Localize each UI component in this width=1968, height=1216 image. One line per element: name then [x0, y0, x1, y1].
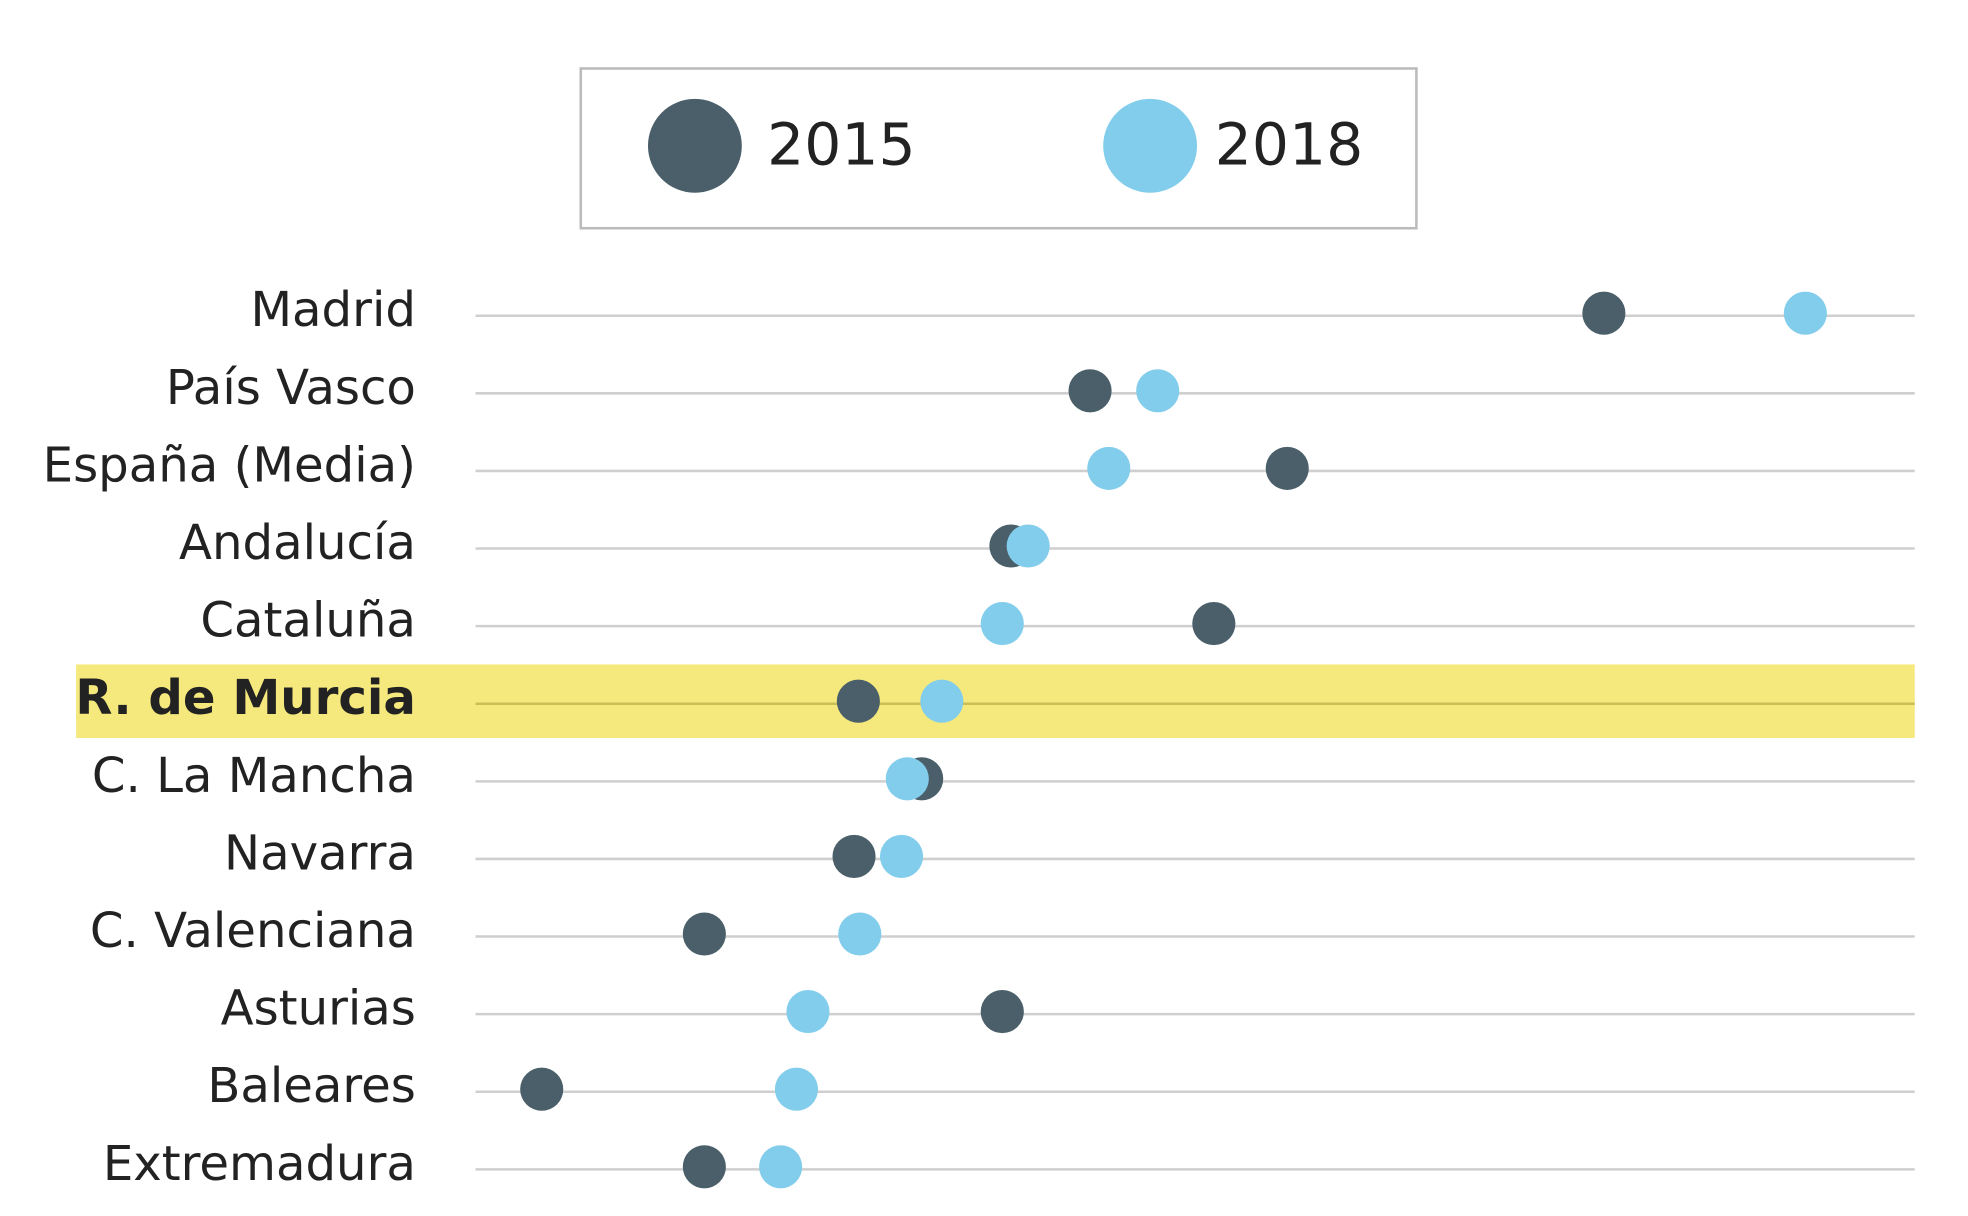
legend-marker: [647, 98, 742, 193]
legend-label: 2015: [767, 110, 915, 178]
dot: [838, 912, 882, 956]
dot: [1068, 369, 1112, 413]
dot: [759, 1145, 803, 1189]
category-label: Galicia: [253, 1213, 416, 1216]
dot: [786, 990, 830, 1034]
dot: [1192, 602, 1236, 646]
category-label: Baleares: [207, 1058, 416, 1114]
category-label: País Vasco: [166, 360, 416, 416]
category-label: Extremadura: [103, 1136, 416, 1192]
category-label: Madrid: [250, 282, 415, 338]
dot: [836, 679, 880, 723]
legend-label: 2018: [1215, 110, 1363, 178]
dot: [682, 1145, 726, 1189]
dot: [980, 602, 1024, 646]
dot: [682, 912, 726, 956]
category-label: Cataluña: [200, 593, 416, 649]
dot: [879, 834, 924, 878]
category-label: España (Media): [43, 437, 416, 493]
dot: [920, 679, 964, 723]
category-label: Asturias: [221, 981, 416, 1037]
legend-marker: [1103, 98, 1198, 193]
highlight-band: [76, 664, 1915, 738]
category-label: Navarra: [224, 825, 416, 881]
category-label: C. Valenciana: [90, 903, 416, 959]
dot: [520, 1067, 564, 1111]
legend-box: [579, 67, 1418, 230]
dot: [774, 1067, 819, 1111]
category-label: R. de Murcia: [75, 670, 416, 726]
dot: [885, 757, 929, 801]
dot: [980, 990, 1024, 1034]
dot: [1783, 291, 1827, 335]
category-label: C. La Mancha: [92, 748, 416, 804]
dot: [832, 834, 876, 878]
dot: [1136, 369, 1180, 413]
category-label: Andalucía: [179, 515, 416, 571]
dot: [1265, 446, 1309, 490]
dot: [1582, 291, 1626, 335]
dot: [1006, 524, 1050, 568]
dot: [1087, 446, 1131, 490]
